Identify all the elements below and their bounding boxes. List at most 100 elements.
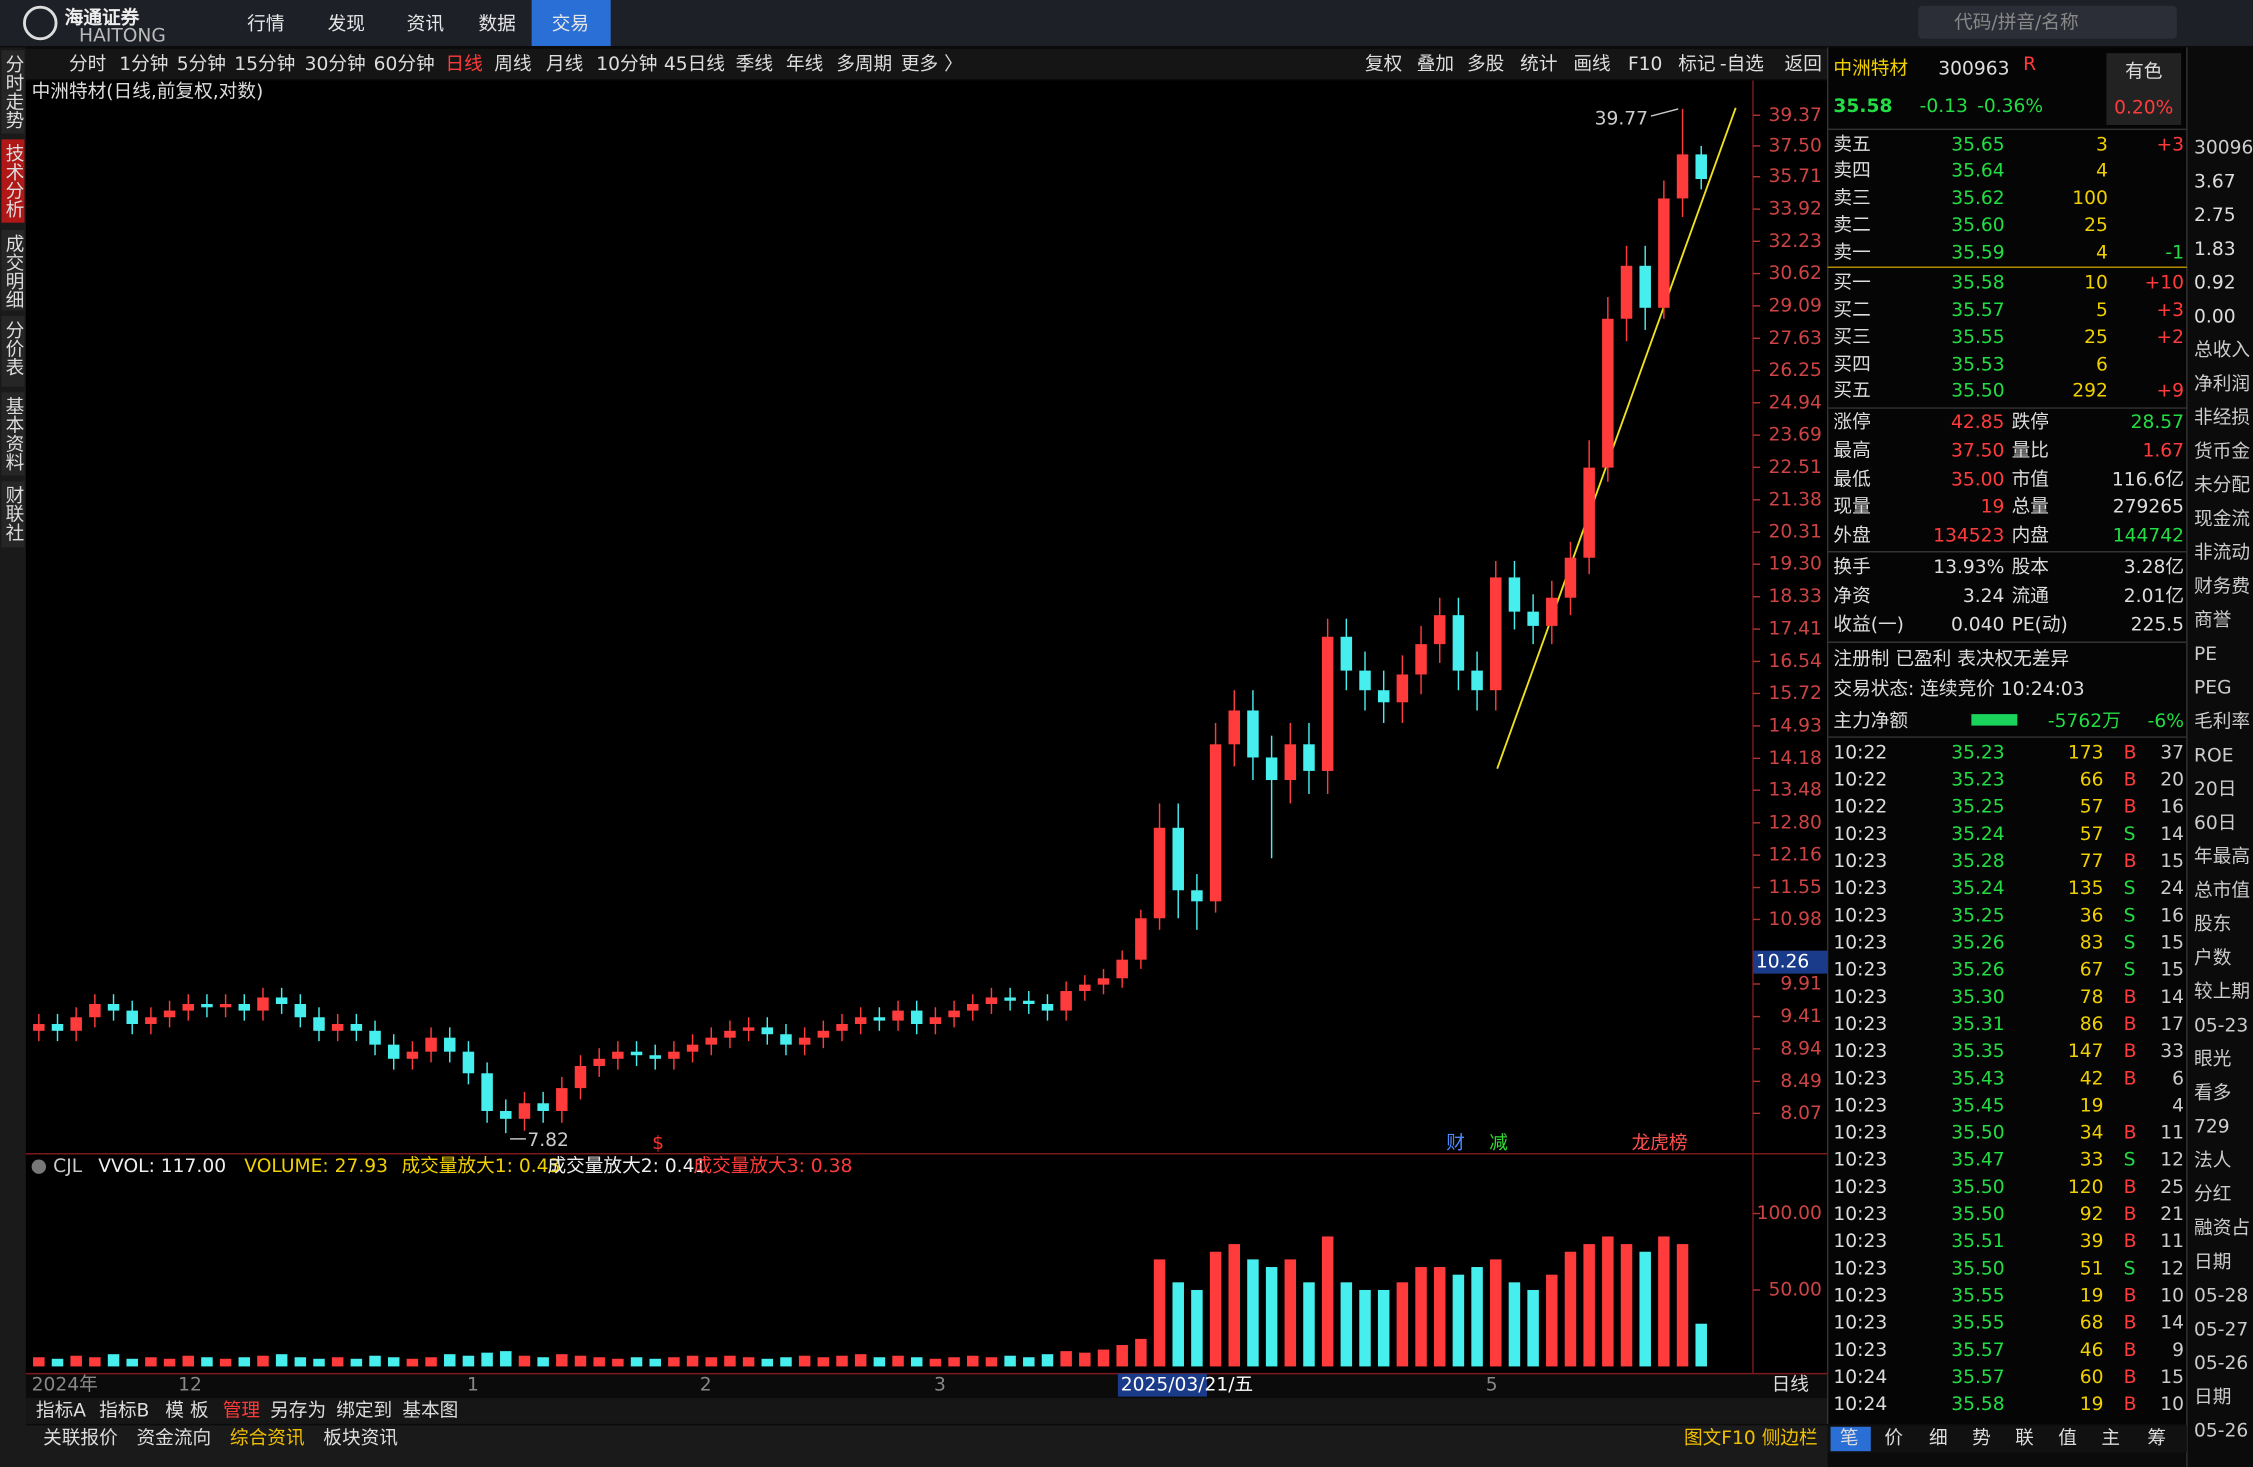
period[interactable]: 分时 [69,54,106,75]
tool[interactable]: 返回 [1785,54,1822,75]
trade-price: 35.51 [1951,1231,2004,1252]
right-tab[interactable]: 笔 [1840,1428,1859,1449]
tool[interactable]: 多股 [1467,54,1504,75]
trade-side: B [2124,1123,2137,1144]
tool[interactable]: 叠加 [1417,54,1454,75]
right-tab[interactable]: 联 [2015,1428,2034,1449]
book-delta: -1 [2165,242,2184,263]
tool[interactable]: -自选 [1720,54,1764,75]
nav-item[interactable]: 数据 [479,14,516,35]
bottom-tab[interactable]: 基本图 [402,1400,458,1421]
bottom-tab[interactable]: 另存为 [270,1400,326,1421]
sector-box[interactable] [2106,53,2182,126]
trade-time: 10:23 [1833,1286,1887,1307]
trade-price: 35.25 [1951,797,2004,818]
side-tab[interactable]: 财联社 [2,486,23,542]
period[interactable]: 45日线 [664,54,725,75]
y-tick-label: 19.30 [1769,554,1822,575]
period[interactable]: 月线 [546,54,583,75]
event-marker[interactable]: 龙虎榜 [1632,1133,1688,1154]
nav-item[interactable]: 资讯 [407,14,445,35]
candle-body [1097,978,1110,985]
bottom-tab[interactable]: 指标A [36,1400,86,1421]
trade-time: 10:23 [1833,1014,1887,1035]
candle-body [798,1037,811,1045]
bottom-tab[interactable]: 管理 [223,1400,261,1421]
nav-item[interactable]: 交易 [552,14,589,35]
right-tab[interactable]: 细 [1929,1428,1948,1449]
tool[interactable]: F10 [1628,54,1662,75]
side-column-text: 05-27 [2194,1319,2248,1340]
side-tab[interactable]: 分时走势 [2,55,23,130]
sector-name[interactable]: 有色 [2125,61,2162,82]
nav-item[interactable]: 发现 [328,14,365,35]
trade-volume: 19 [2080,1095,2104,1116]
right-tab[interactable]: 价 [1884,1428,1903,1449]
volume-bar [1116,1345,1128,1367]
period[interactable]: 更多 〉 [901,54,963,75]
stat-value: 28.57 [2131,412,2184,433]
candle-body [1433,615,1446,645]
side-tab[interactable]: 技术分析 [2,144,23,219]
right-tab[interactable]: 值 [2058,1428,2077,1449]
event-marker[interactable]: $ [652,1133,664,1154]
bottom-tab[interactable]: 绑定到 [336,1400,392,1421]
stat-value: 37.50 [1951,441,2004,462]
trade-time: 10:24 [1833,1394,1887,1415]
trend-line [1496,107,1737,770]
period[interactable]: 10分钟 [596,54,657,75]
tool[interactable]: 复权 [1365,54,1403,75]
period[interactable]: 30分钟 [305,54,366,75]
period[interactable]: 周线 [494,54,531,75]
volume-bar [854,1354,867,1367]
volume-bar [1321,1236,1334,1367]
period[interactable]: 季线 [736,54,773,75]
side-tab[interactable]: 基本资料 [2,397,23,472]
tool[interactable]: 标记 [1678,54,1715,75]
period[interactable]: 多周期 [836,54,892,75]
search-placeholder[interactable]: 代码/拼音/名称 [1954,12,2079,33]
bottom-tab[interactable]: 指标B [99,1400,149,1421]
right-tab-active [1830,1426,1871,1452]
event-marker[interactable]: 减 [1489,1133,1508,1154]
tool[interactable]: 画线 [1573,54,1610,75]
tool[interactable]: 统计 [1520,54,1557,75]
side-column-text: 2.75 [2194,205,2236,226]
footer-link[interactable]: 关联报价 [43,1428,118,1449]
search-box[interactable] [1918,5,2177,39]
period-label: 日线 [1772,1375,1809,1396]
footer-link[interactable]: 综合资讯 [230,1428,305,1449]
period[interactable]: 年线 [786,54,823,75]
period[interactable]: 1分钟 [119,54,168,75]
period[interactable]: 15分钟 [234,54,295,75]
nav-item[interactable]: 行情 [247,14,284,35]
side-tab[interactable]: 分价表 [2,320,23,376]
book-price: 35.57 [1951,300,2004,321]
right-tab[interactable]: 主 [2101,1428,2120,1449]
footer-link[interactable]: 资金流向 [137,1428,212,1449]
last-price: 35.58 [1833,96,1892,117]
side-tab[interactable]: 成交明细 [2,234,23,309]
indicator-toggle[interactable] [31,1159,47,1174]
footer-right[interactable]: 图文F10 侧边栏 [1684,1428,1818,1449]
period[interactable]: 日线 [445,54,482,75]
footer-link[interactable]: 板块资讯 [323,1428,398,1449]
book-label: 卖三 [1833,188,1870,209]
right-tab[interactable]: 势 [1972,1428,1991,1449]
volume-bar [817,1357,830,1367]
volume-bar [275,1354,288,1367]
volume-bar [294,1357,307,1367]
candle-body [742,1027,755,1031]
bottom-tab[interactable]: 模 板 [165,1400,209,1421]
right-tab[interactable]: 筹 [2147,1428,2166,1449]
y-tick-label: 8.49 [1780,1071,1822,1092]
period[interactable]: 60分钟 [374,54,435,75]
event-marker[interactable]: 财 [1446,1133,1465,1154]
trade-volume: 86 [2080,1014,2104,1035]
stat-label: 股本 [2012,557,2049,578]
trade-count: 11 [2160,1231,2184,1252]
volume-bar [369,1355,381,1367]
period[interactable]: 5分钟 [177,54,226,75]
candle-body [705,1037,718,1045]
trade-price: 35.24 [1951,824,2004,845]
